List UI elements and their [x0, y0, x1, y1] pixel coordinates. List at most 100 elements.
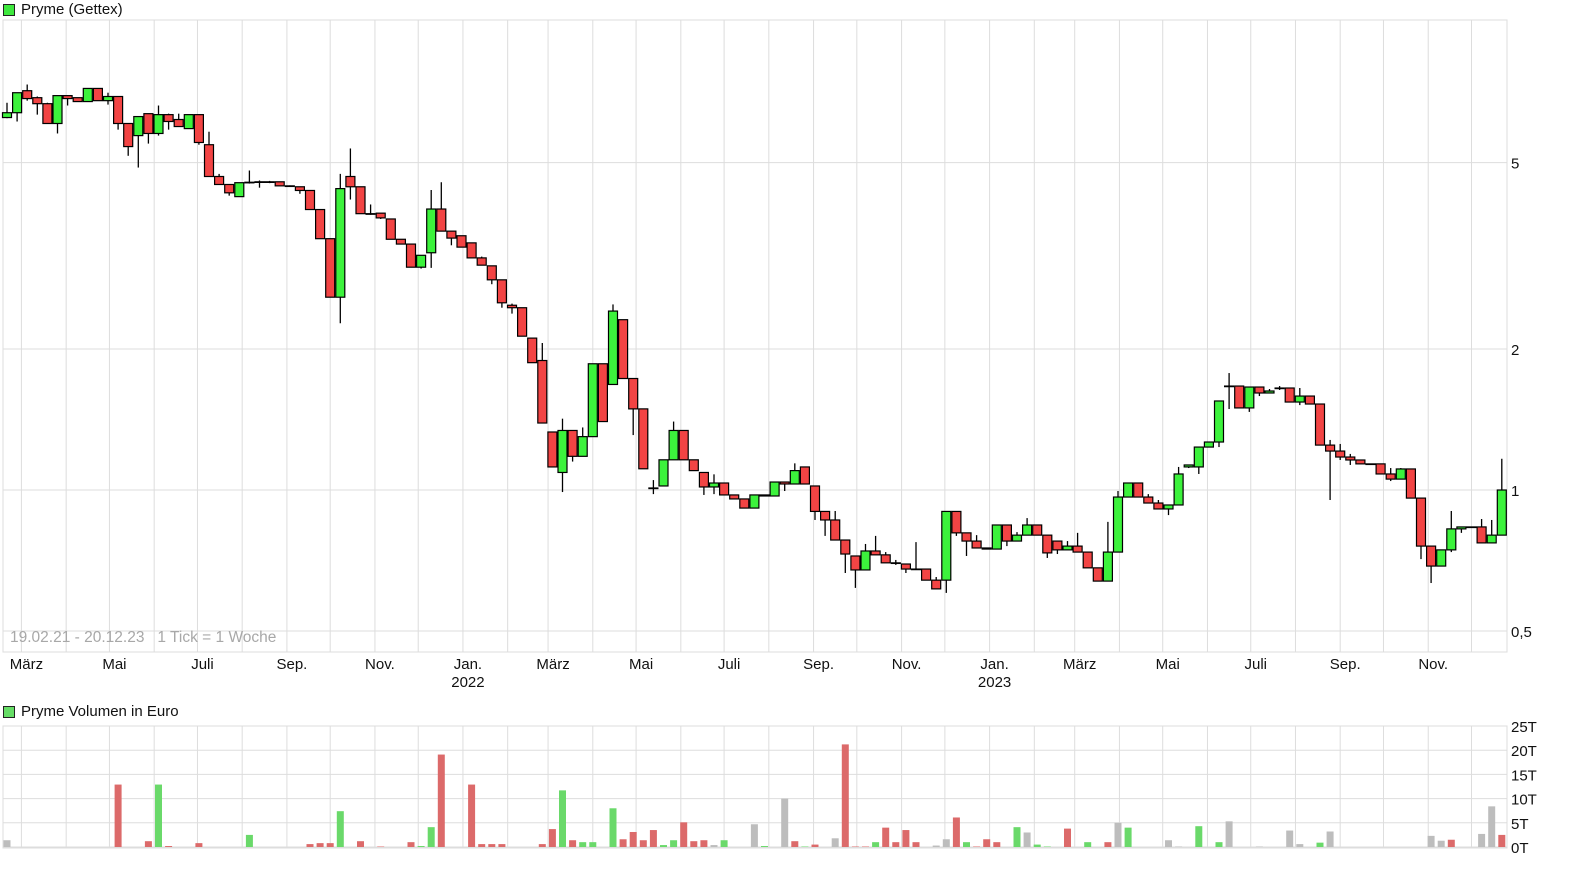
candle	[1, 102, 13, 119]
volume-bar	[720, 840, 728, 847]
candle	[718, 482, 730, 496]
candle	[385, 218, 396, 240]
candle	[951, 510, 962, 536]
candle-body	[900, 563, 912, 570]
candle	[1143, 494, 1154, 504]
candle-body	[203, 144, 215, 178]
candle-body	[1112, 496, 1124, 553]
candle-body	[1375, 463, 1386, 475]
volume-bar	[579, 842, 587, 847]
volume-bar	[1013, 827, 1021, 847]
x-tick-label: März	[1063, 656, 1096, 673]
candle-body	[1274, 387, 1285, 390]
x-tick-label: Nov.	[892, 656, 922, 673]
candle-body	[1092, 567, 1103, 582]
candle	[1456, 526, 1467, 533]
candle	[729, 494, 740, 500]
price-legend-swatch	[3, 3, 15, 16]
candle	[335, 173, 346, 324]
candle-body	[688, 459, 699, 472]
x-tick-label: Mai	[629, 656, 653, 673]
candle-body	[234, 182, 245, 198]
candle	[284, 185, 295, 188]
candle	[1486, 519, 1497, 544]
volume-bar	[316, 843, 324, 847]
volume-bar	[670, 840, 678, 847]
candle	[193, 114, 204, 145]
volume-bar	[882, 827, 890, 847]
price-tick-label: 2	[1511, 342, 1519, 359]
candle	[153, 105, 164, 136]
candle	[890, 559, 901, 565]
candle-body	[62, 95, 73, 100]
candle-body	[769, 481, 780, 497]
candle	[840, 539, 851, 573]
candle-body	[416, 254, 427, 268]
candle-body	[466, 242, 477, 259]
candle	[112, 95, 124, 130]
volume-bar	[841, 744, 849, 847]
candle	[537, 342, 548, 424]
x-tick-label: Sep.	[276, 656, 307, 673]
candle-body	[567, 429, 578, 457]
volume-bar	[811, 844, 819, 847]
candle-body	[547, 431, 558, 468]
volume-bar	[548, 829, 556, 847]
x-tick-label: Sep.	[803, 656, 834, 673]
candle	[274, 181, 285, 187]
candle	[971, 535, 982, 549]
candle	[405, 243, 417, 268]
candle-body	[1143, 496, 1154, 504]
candle-body	[476, 257, 487, 266]
volume-bar	[1023, 832, 1031, 847]
candle	[648, 480, 659, 495]
candle	[1405, 468, 1417, 499]
candle	[799, 466, 811, 485]
candle	[436, 182, 447, 232]
candle-body	[668, 429, 679, 461]
volume-bar	[781, 798, 789, 847]
candle	[1032, 524, 1043, 536]
volume-bar	[1296, 844, 1304, 847]
volume-bar	[680, 822, 688, 847]
candle	[587, 363, 598, 438]
volume-legend-swatch	[3, 705, 15, 718]
volume-bar	[1215, 842, 1223, 847]
volume-bar	[357, 841, 364, 847]
x-tick-label: Nov.	[1418, 656, 1448, 673]
volume-legend: Pryme Volumen in Euro	[3, 703, 179, 720]
candle	[698, 471, 710, 495]
volume-bar	[155, 784, 162, 847]
candle-body	[840, 539, 851, 555]
x-tick-label: März	[10, 656, 43, 673]
candle	[880, 552, 891, 564]
candle	[769, 481, 780, 497]
volume-bar	[872, 842, 880, 847]
candle	[244, 170, 255, 184]
candle-body	[1395, 468, 1406, 480]
candle-body	[365, 213, 376, 215]
candle	[920, 568, 932, 581]
candle	[1385, 468, 1396, 482]
candle-body	[749, 494, 760, 509]
candle	[830, 510, 841, 541]
candle	[1102, 521, 1114, 582]
price-tick-label: 0,5	[1511, 624, 1532, 641]
volume-bar	[468, 784, 476, 847]
volume-bar	[639, 840, 647, 847]
candle	[870, 535, 881, 556]
candle	[506, 303, 518, 314]
candle	[1425, 545, 1437, 584]
volume-tick-label: 10T	[1511, 792, 1537, 809]
volume-bar	[750, 824, 758, 847]
candle-body	[325, 238, 336, 298]
volume-bar	[1165, 840, 1172, 847]
candle	[850, 555, 861, 588]
candle-body	[951, 510, 962, 534]
candle-body	[1062, 545, 1073, 551]
candle-body	[1385, 473, 1396, 480]
candle-body	[587, 363, 598, 438]
candle-body	[729, 494, 740, 500]
candle-body	[1264, 390, 1275, 394]
candle	[1254, 386, 1265, 397]
